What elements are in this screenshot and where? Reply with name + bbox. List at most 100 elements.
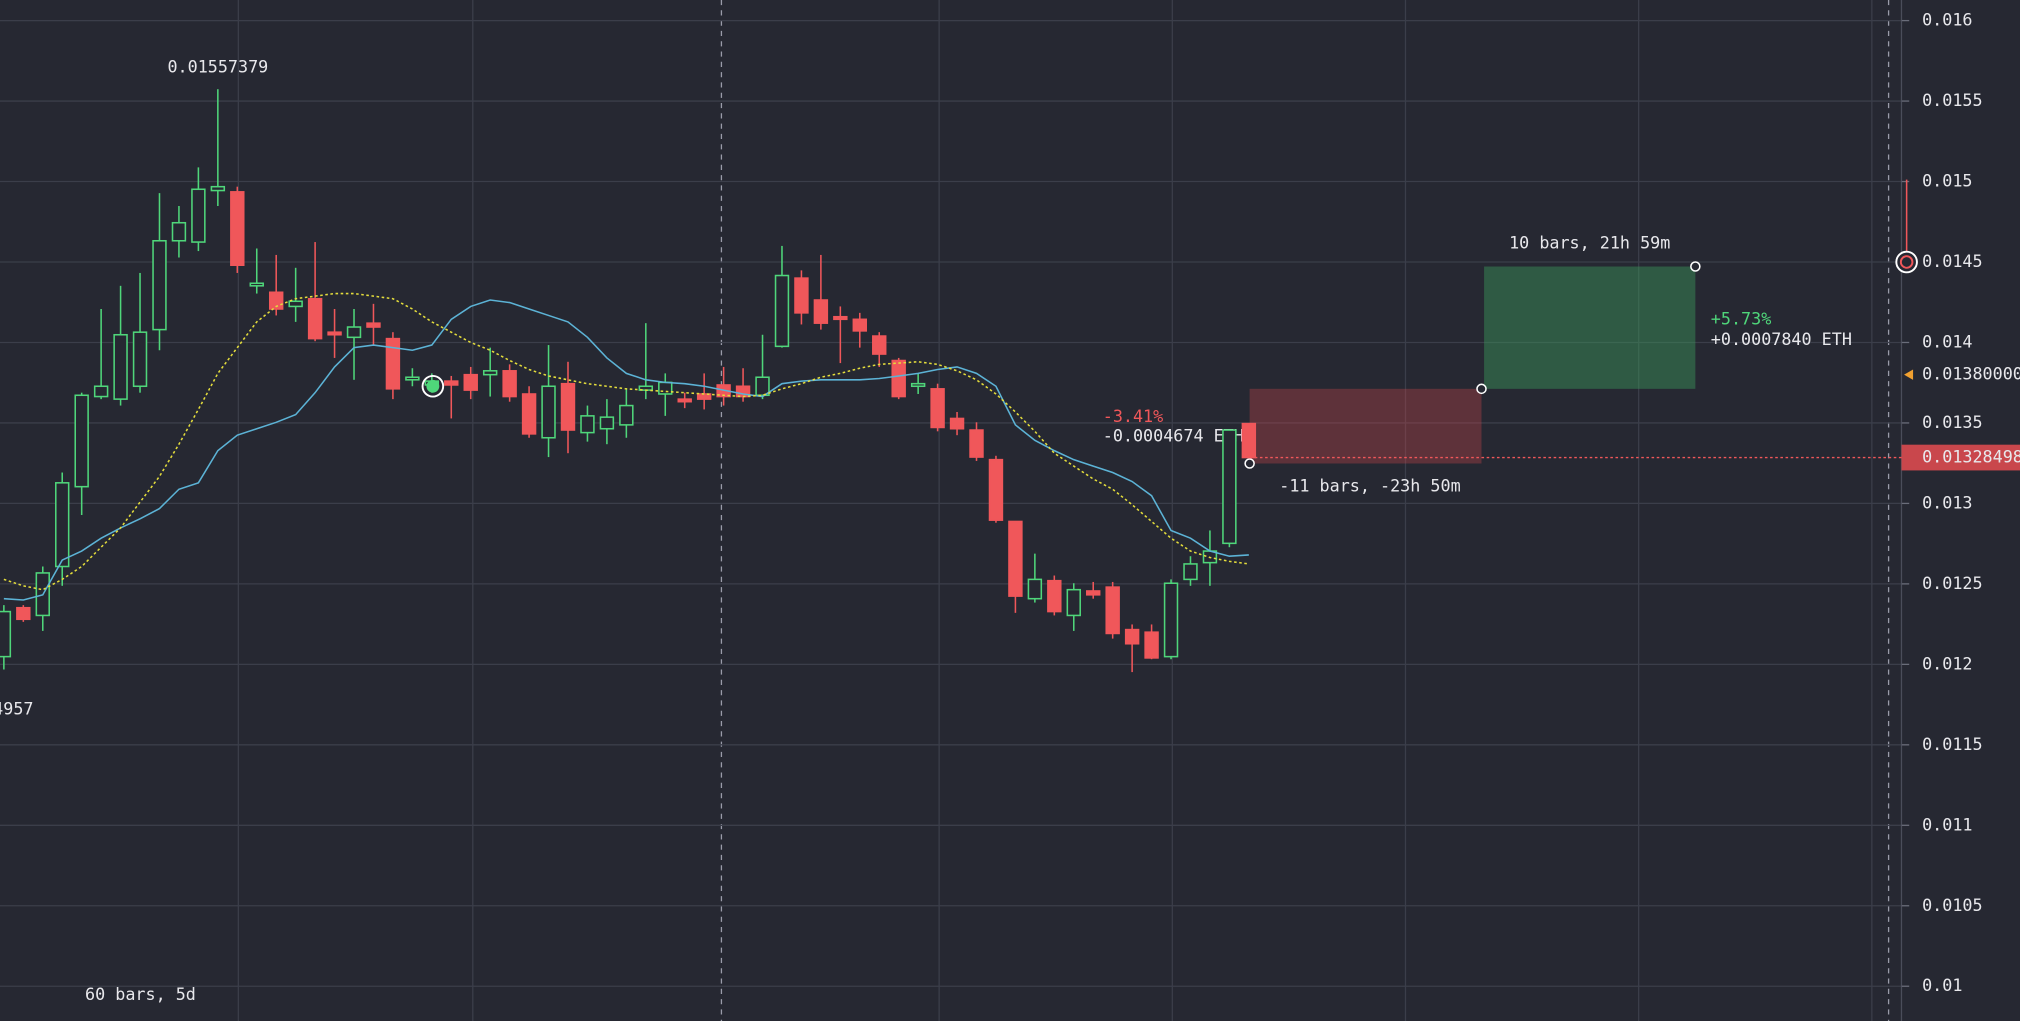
handle[interactable]: [1244, 458, 1255, 469]
candle-body: [327, 331, 342, 336]
annotations: 0.01557379 4957 60 bars, 5d 0.01380000 0.013…: [0, 56, 2020, 1004]
candle-body: [930, 388, 945, 429]
candle-body: [1047, 579, 1062, 613]
candle-body: [1066, 588, 1081, 617]
y-tick-label: 0.0155: [1922, 90, 1982, 110]
target-zone: [1484, 266, 1696, 389]
last-price-tag: [1901, 444, 2020, 471]
candle-body: [1027, 578, 1043, 600]
y-tick-label: 0.016: [1922, 10, 1972, 30]
candle-body: [619, 404, 634, 426]
candle-body: [93, 385, 109, 398]
y-tick-label: 0.0125: [1922, 573, 1982, 593]
stop-pct: -3.41%: [1103, 406, 1163, 426]
signal-dot: [421, 374, 445, 398]
last-price-label: 0.01328498: [1922, 447, 2020, 467]
candle-body: [1105, 586, 1120, 635]
candle-body: [113, 333, 128, 400]
y-tick-label: 0.0145: [1922, 251, 1982, 271]
candle-body: [16, 606, 31, 621]
candle-body: [852, 318, 868, 332]
position-tool[interactable]: 10 bars, 21h 59m +5.73%+0.0007840 ETH -3.4…: [1103, 232, 1902, 496]
signal-dot-core: [426, 379, 440, 393]
candle-body: [288, 300, 303, 308]
candle-body: [599, 416, 615, 430]
candle-body: [1222, 429, 1237, 545]
y-tick-label: 0.013: [1922, 492, 1972, 512]
stop-time: -11 bars, -23h 50m: [1279, 476, 1460, 496]
candle-body: [210, 185, 226, 192]
y-tick-label: 0.014: [1922, 331, 1972, 351]
candle-body: [366, 322, 381, 328]
y-tick-label: 0.0135: [1922, 412, 1982, 432]
candle-body: [1008, 520, 1023, 597]
price-marker-label: 0.01380000: [1922, 364, 2020, 384]
candle-body: [541, 385, 556, 439]
stop-amount: -0.0004674 ETH: [1103, 425, 1244, 445]
candle-body: [0, 610, 12, 658]
handle[interactable]: [1690, 261, 1701, 272]
target-amount: +0.0007840 ETH: [1711, 329, 1852, 349]
low-label: 4957: [0, 698, 33, 718]
plot: [0, 89, 1257, 673]
y-tick-label: 0.01: [1922, 975, 1962, 995]
grid: 0.016 0.0155 0.015 0.0145 0.014 0.0135 0.013 0.…: [0, 10, 1983, 995]
candle-body: [969, 429, 984, 458]
candle-body: [521, 393, 537, 435]
candle-body: [230, 191, 245, 267]
candle-body: [580, 415, 595, 434]
candle-body: [949, 417, 965, 430]
candle-body: [1124, 628, 1140, 645]
y-tick-label: 0.012: [1922, 653, 1972, 673]
moving-average: [3, 292, 1249, 591]
y-tick-label: 0.0115: [1922, 734, 1982, 754]
handle[interactable]: [1476, 383, 1487, 395]
moving-average: [3, 299, 1249, 601]
target-pct: +5.73%: [1711, 308, 1771, 328]
candle-body: [307, 297, 323, 340]
candle-body: [346, 326, 362, 339]
high-label: 0.01557379: [167, 56, 268, 76]
range-label: 60 bars, 5d: [85, 984, 196, 1004]
candle-body: [677, 398, 692, 403]
candle-body: [1163, 582, 1179, 658]
candle-body: [55, 482, 70, 568]
candle-body: [191, 188, 206, 243]
stop-zone: [1249, 388, 1482, 464]
candle-body: [872, 335, 887, 355]
alert-marker-inner: [1899, 255, 1914, 269]
candle-body: [132, 331, 148, 388]
y-tick-label: 0.011: [1922, 814, 1972, 834]
candle-body: [1144, 631, 1159, 659]
candle-body: [463, 373, 478, 391]
candle-body: [1241, 422, 1257, 459]
candle-body: [482, 370, 498, 376]
candle-body: [249, 282, 264, 287]
candle-body: [774, 274, 790, 348]
candle-body: [813, 299, 829, 324]
candle-body: [502, 370, 517, 398]
candle-body: [74, 394, 89, 488]
candle-body: [171, 221, 187, 242]
y-tick-label: 0.0105: [1922, 895, 1982, 915]
candle-body: [444, 380, 459, 386]
candle-body: [833, 315, 848, 321]
y-tick-label: 0.015: [1922, 171, 1972, 191]
candle-body: [910, 382, 926, 388]
candle-body: [268, 291, 284, 310]
candle-body: [755, 376, 770, 397]
candle-body: [794, 277, 809, 314]
candle-body: [405, 376, 420, 381]
target-time: 10 bars, 21h 59m: [1509, 232, 1670, 252]
candle-body: [988, 458, 1004, 521]
price-marker-arrow: [1904, 369, 1914, 380]
candle-body: [1183, 563, 1198, 581]
candle-body: [1086, 590, 1101, 596]
vertical-grid: [237, 0, 1873, 1021]
candle-body: [658, 381, 673, 395]
candle-body: [891, 359, 906, 398]
alert-marker[interactable]: [1895, 250, 1918, 274]
